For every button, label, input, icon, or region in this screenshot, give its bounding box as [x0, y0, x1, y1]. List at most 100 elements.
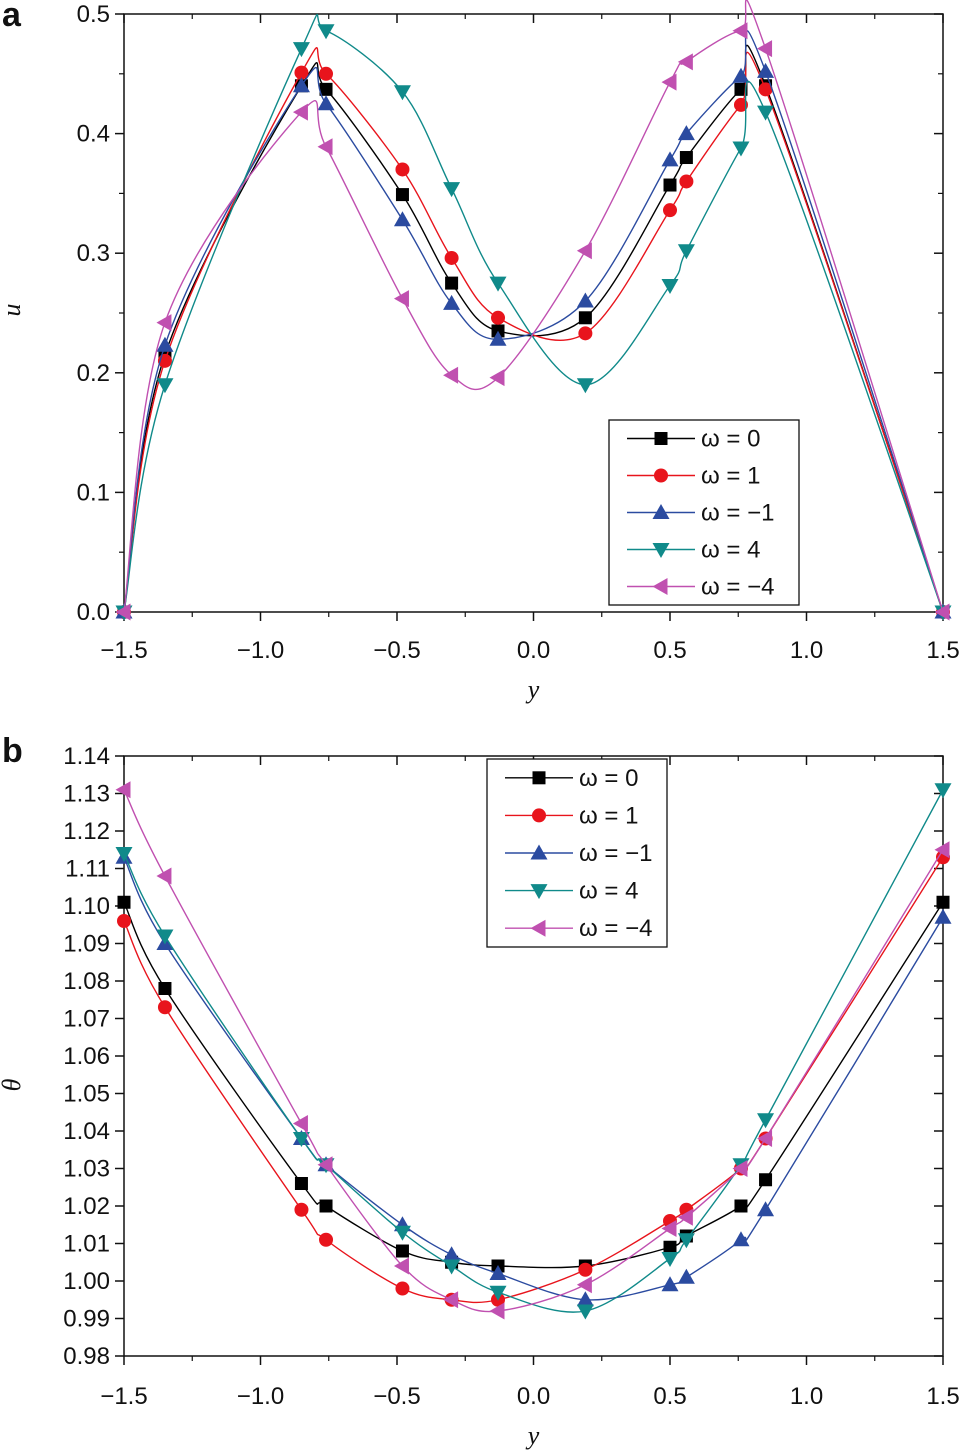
data-point [445, 276, 459, 290]
data-point [757, 1130, 773, 1147]
data-point [663, 203, 677, 218]
panel-label: b [2, 732, 23, 770]
x-tick-label: 1.5 [926, 1383, 959, 1410]
legend-label: ω = −1 [579, 840, 652, 867]
y-tick-label: 0.2 [77, 360, 110, 387]
y-tick-label: 0.1 [77, 479, 110, 506]
y-axis-label: θ [0, 1078, 26, 1091]
data-point [491, 310, 506, 325]
legend-label: ω = −4 [701, 574, 774, 601]
data-point [393, 211, 411, 227]
y-tick-label: 1.06 [63, 1043, 110, 1070]
legend-label: ω = −4 [579, 915, 652, 942]
data-point [936, 895, 950, 909]
data-point [489, 330, 507, 346]
y-tick-label: 0.4 [77, 121, 110, 148]
data-point [732, 1231, 750, 1247]
data-point [661, 1276, 679, 1292]
y-tick-label: 1.05 [63, 1081, 110, 1108]
data-point [757, 1201, 775, 1217]
data-point [677, 53, 693, 71]
y-tick-label: 1.13 [63, 781, 110, 808]
x-tick-label: 1.0 [790, 1383, 823, 1410]
x-tick-label: −0.5 [373, 1383, 420, 1410]
data-point [117, 914, 131, 928]
data-point [757, 1113, 775, 1129]
legend-label: ω = 0 [701, 426, 760, 453]
y-tick-label: 0.99 [63, 1306, 110, 1333]
data-point [663, 1240, 677, 1254]
data-point [294, 1202, 309, 1217]
data-point [117, 895, 131, 909]
data-point [115, 781, 131, 799]
x-tick-label: −1.0 [237, 637, 284, 664]
data-point [576, 1276, 592, 1294]
data-point [292, 1115, 308, 1132]
data-point [292, 103, 308, 121]
series-4 [115, 0, 950, 621]
x-tick-label: 1.0 [790, 637, 823, 664]
y-tick-label: 1.00 [63, 1268, 110, 1295]
data-point [576, 378, 594, 394]
data-point [319, 1199, 333, 1213]
data-point [677, 244, 695, 260]
data-point [156, 336, 174, 352]
data-point [677, 1268, 695, 1284]
y-tick-label: 1.09 [63, 931, 110, 958]
legend: ω = 0 ω = 1 ω = −1 ω = 4 ω = −4 [486, 758, 668, 948]
x-tick-label: −1.5 [100, 637, 147, 664]
data-point [663, 178, 677, 192]
data-point [576, 1291, 594, 1307]
data-point [395, 1281, 410, 1296]
data-point [443, 366, 459, 384]
data-point [158, 982, 172, 995]
x-axis-label: y [525, 675, 540, 704]
x-tick-label: 0.0 [517, 1383, 550, 1410]
data-point [732, 1160, 748, 1177]
data-point [677, 125, 695, 141]
legend-marker [652, 578, 668, 595]
data-point [661, 1252, 679, 1267]
y-tick-label: 0.0 [77, 599, 110, 626]
x-axis-label: y [525, 1421, 540, 1450]
series-2 [115, 29, 952, 619]
data-point [292, 42, 310, 58]
series-3 [115, 783, 952, 1320]
data-point [393, 1257, 409, 1275]
data-point [319, 1232, 334, 1247]
series-0 [117, 44, 950, 619]
series-line [123, 29, 944, 613]
data-point [115, 603, 131, 621]
data-point [576, 1304, 594, 1320]
y-tick-label: 0.5 [77, 1, 110, 28]
y-tick-label: 1.04 [63, 1118, 110, 1145]
legend-marker [654, 432, 668, 445]
data-point [576, 242, 592, 260]
y-tick-label: 1.12 [63, 818, 110, 845]
x-tick-label: 0.5 [653, 637, 686, 664]
data-point [489, 369, 505, 387]
data-point [317, 24, 335, 40]
data-point [757, 62, 775, 78]
data-point [679, 151, 693, 165]
legend-marker [532, 808, 546, 823]
data-point [734, 1199, 748, 1213]
legend-marker [652, 504, 670, 519]
plot-frame [123, 13, 944, 613]
data-point [443, 182, 461, 198]
x-tick-label: −0.5 [373, 637, 420, 664]
chart-panel-a: −1.5 −1.0 −0.5 0.0 0.5 1.0 1.5 0.0 0.1 0.2 0.3 0.4 0… [0, 0, 960, 704]
data-point [759, 1173, 773, 1187]
data-point [443, 1259, 461, 1275]
data-point [156, 867, 172, 885]
x-tick-label: −1.0 [237, 1383, 284, 1410]
data-point [934, 908, 952, 924]
data-point [578, 326, 593, 341]
y-tick-label: 1.07 [63, 1006, 110, 1033]
legend-label: ω = 4 [701, 537, 760, 564]
data-point [733, 97, 748, 112]
data-point [395, 188, 409, 202]
legend-marker [530, 844, 548, 860]
legend: ω = 0 ω = 1 ω = −1 ω = 4 ω = −4 [608, 419, 800, 606]
data-point [294, 65, 309, 80]
